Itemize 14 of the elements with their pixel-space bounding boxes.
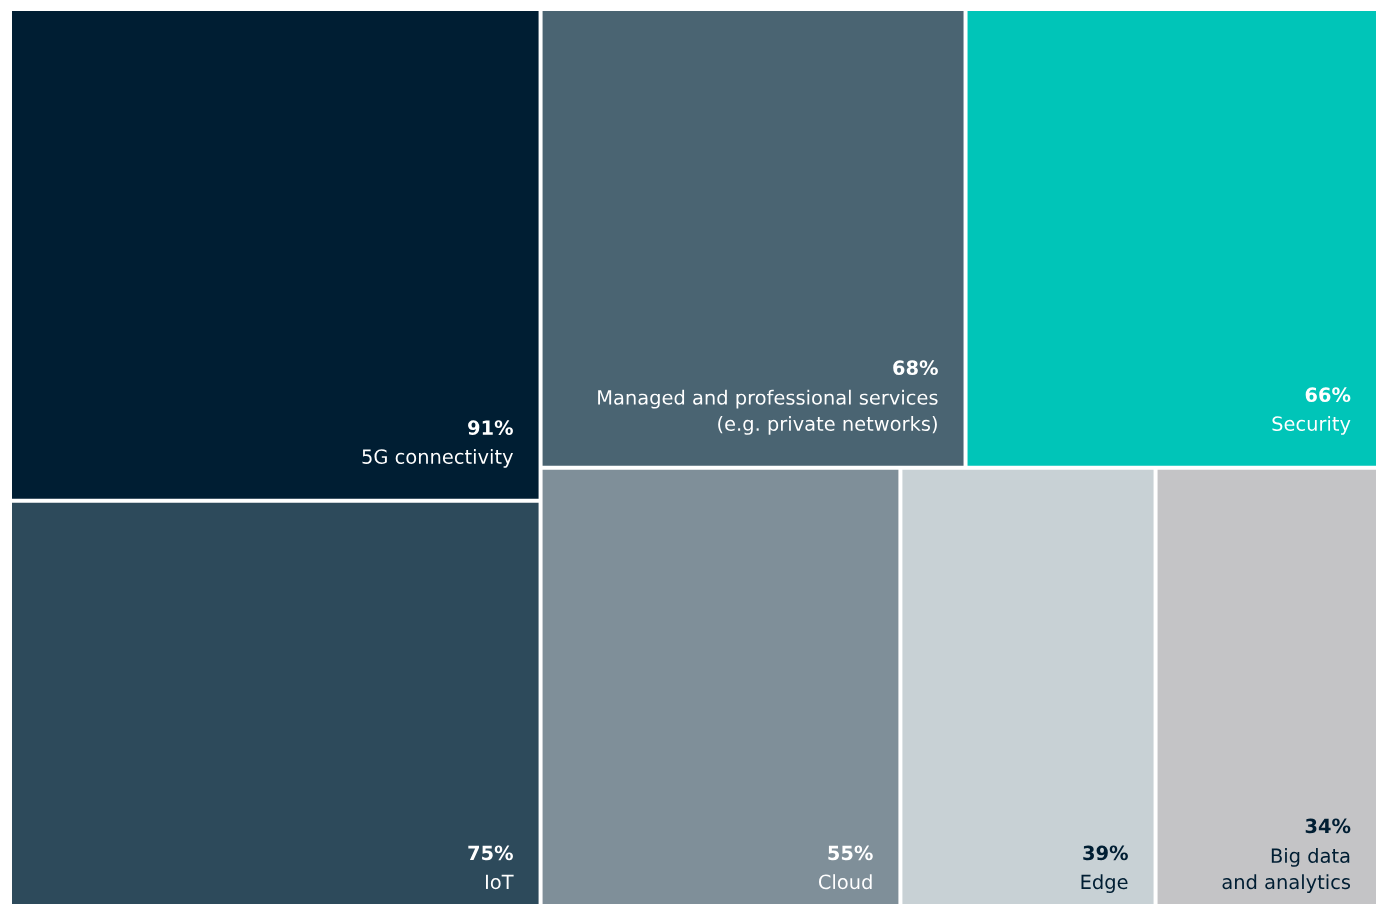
data-label: 91% xyxy=(468,420,513,435)
category-label: Cloud xyxy=(818,874,872,890)
category-label: IoT xyxy=(485,874,514,890)
category-label: 5G connectivity xyxy=(362,448,513,468)
data-label: 75% xyxy=(468,845,513,861)
data-label: 68% xyxy=(893,360,938,375)
category-label: Edge xyxy=(1081,874,1128,893)
data-label: 39% xyxy=(1083,845,1128,861)
data-label: 66% xyxy=(1305,387,1351,402)
category-label: Managed and professional services (e.g. private networks) xyxy=(598,389,938,435)
category-label: Security xyxy=(1272,415,1351,435)
category-label: Big data and analytics xyxy=(1222,847,1351,893)
data-label: 34% xyxy=(1305,818,1351,834)
data-label: 55% xyxy=(828,845,873,861)
